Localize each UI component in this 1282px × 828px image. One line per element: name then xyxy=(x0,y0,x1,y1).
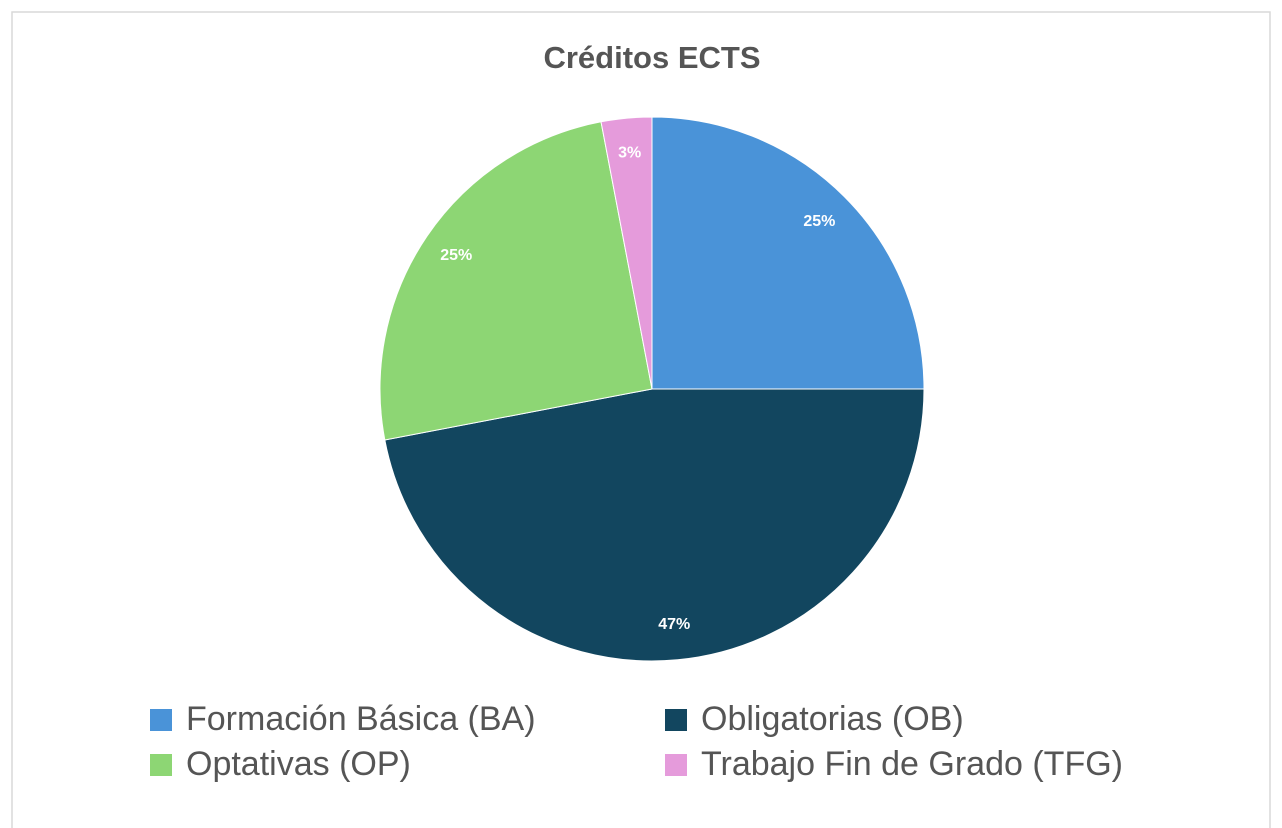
pie-slice xyxy=(651,116,925,390)
legend-label: Trabajo Fin de Grado (TFG) xyxy=(701,745,1123,783)
legend-swatch xyxy=(150,709,172,731)
legend-swatch xyxy=(665,709,687,731)
pie-slice xyxy=(600,116,653,390)
legend-label: Formación Básica (BA) xyxy=(186,700,536,738)
chart-title: Créditos ECTS xyxy=(543,40,760,75)
pie-slice xyxy=(384,388,925,662)
legend-swatch xyxy=(150,754,172,776)
legend-label: Obligatorias (OB) xyxy=(701,700,964,738)
legend-swatch xyxy=(665,754,687,776)
pie-slice xyxy=(379,121,653,441)
data-label: 47% xyxy=(658,616,690,633)
data-label: 25% xyxy=(440,247,472,264)
data-label: 25% xyxy=(803,213,835,230)
legend-label: Optativas (OP) xyxy=(186,745,411,783)
data-label: 3% xyxy=(618,145,641,162)
